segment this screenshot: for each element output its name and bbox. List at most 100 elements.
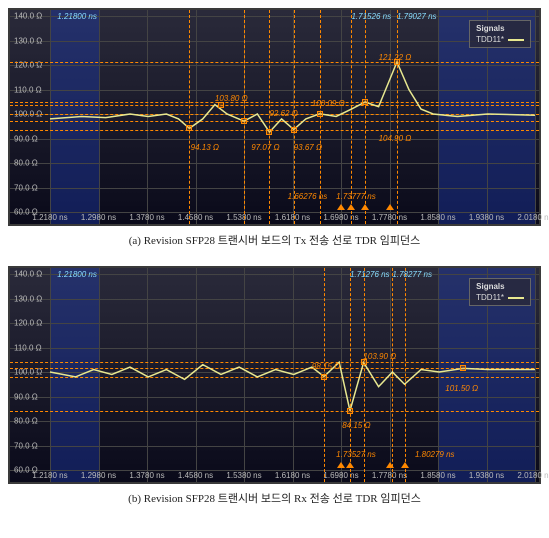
x-tick-label: 1.5380 ns — [226, 471, 261, 480]
marker-line-h — [10, 105, 539, 106]
grid-line — [99, 10, 100, 224]
grid-line — [10, 397, 539, 398]
chart-b-container: 1.2180 ns1.2980 ns1.3780 ns1.4580 ns1.53… — [8, 266, 541, 506]
x-tick-label: 1.6180 ns — [275, 471, 310, 480]
marker-label: 1.73777 ns — [336, 192, 376, 201]
time-label: 1.78277 ns — [392, 270, 432, 279]
x-tick-label: 1.7780 ns — [372, 471, 407, 480]
chart-a: 1.2180 ns1.2980 ns1.3780 ns1.4580 ns1.53… — [8, 8, 541, 226]
legend-title: Signals — [476, 282, 524, 291]
marker-label: 103.80 Ω — [215, 94, 248, 103]
marker-line-h — [10, 121, 539, 122]
grid-line — [10, 65, 539, 66]
y-tick-label: 90.0 Ω — [14, 392, 38, 401]
y-tick-label: 130.0 Ω — [14, 294, 42, 303]
grid-line — [196, 268, 197, 482]
marker-point — [321, 374, 327, 380]
marker-point — [266, 129, 272, 135]
y-tick-label: 140.0 Ω — [14, 12, 42, 21]
marker-point — [460, 365, 466, 371]
grid-line — [10, 421, 539, 422]
marker-label: 121.22 Ω — [379, 53, 412, 62]
grid-line — [10, 41, 539, 42]
triangle-marker — [346, 462, 354, 468]
grid-line — [390, 10, 391, 224]
blue-region — [50, 10, 99, 224]
x-tick-label: 1.6180 ns — [275, 213, 310, 222]
x-tick-label: 1.8580 ns — [420, 213, 455, 222]
triangle-marker — [347, 204, 355, 210]
y-tick-label: 130.0 Ω — [14, 36, 42, 45]
marker-line-h — [10, 411, 539, 412]
grid-line — [10, 163, 539, 164]
time-label: 1.21800 ns — [57, 270, 97, 279]
marker-point — [241, 118, 247, 124]
marker-label: 94.13 Ω — [191, 143, 219, 152]
y-tick-label: 60.0 Ω — [14, 466, 38, 475]
legend-swatch — [508, 297, 524, 299]
grid-line — [244, 268, 245, 482]
marker-label: 97.07 Ω — [251, 143, 279, 152]
marker-label: 93.67 Ω — [294, 143, 322, 152]
chart-a-container: 1.2180 ns1.2980 ns1.3780 ns1.4580 ns1.53… — [8, 8, 541, 248]
triangle-marker — [401, 462, 409, 468]
marker-line-v — [392, 268, 393, 482]
grid-line — [10, 348, 539, 349]
marker-line-h — [10, 102, 539, 103]
grid-line — [10, 323, 539, 324]
marker-line-h — [10, 62, 539, 63]
marker-label: 98.15 Ω — [312, 362, 340, 371]
time-label: 1.79027 ns — [397, 12, 437, 21]
grid-line — [50, 10, 51, 224]
y-tick-label: 70.0 Ω — [14, 441, 38, 450]
marker-label: 100.09 Ω — [312, 99, 345, 108]
x-tick-label: 1.3780 ns — [129, 213, 164, 222]
marker-point — [347, 408, 353, 414]
y-tick-label: 80.0 Ω — [14, 417, 38, 426]
x-tick-label: 1.6980 ns — [323, 213, 358, 222]
triangle-marker — [337, 462, 345, 468]
x-tick-label: 1.6980 ns — [323, 471, 358, 480]
marker-label: 1.80279 ns — [415, 450, 455, 459]
grid-line — [99, 268, 100, 482]
x-tick-label: 1.9380 ns — [469, 213, 504, 222]
grid-line — [10, 446, 539, 447]
legend-item: TDD11* — [476, 293, 524, 302]
x-tick-label: 1.7780 ns — [372, 213, 407, 222]
y-tick-label: 70.0 Ω — [14, 183, 38, 192]
triangle-marker — [337, 204, 345, 210]
marker-label: 84.15 Ω — [342, 421, 370, 430]
y-tick-label: 120.0 Ω — [14, 319, 42, 328]
marker-label: 1.66276 ns — [288, 192, 328, 201]
x-tick-label: 1.3780 ns — [129, 471, 164, 480]
y-tick-label: 140.0 Ω — [14, 270, 42, 279]
grid-line — [10, 90, 539, 91]
x-tick-label: 1.2980 ns — [81, 471, 116, 480]
marker-label: 101.50 Ω — [445, 384, 478, 393]
marker-line-h — [10, 377, 539, 378]
grid-line — [293, 268, 294, 482]
triangle-marker — [386, 462, 394, 468]
triangle-marker — [386, 204, 394, 210]
legend-title: Signals — [476, 24, 524, 33]
chart-b: 1.2180 ns1.2980 ns1.3780 ns1.4580 ns1.53… — [8, 266, 541, 484]
grid-line — [10, 139, 539, 140]
grid-line — [10, 188, 539, 189]
chart-b-caption: (b) Revision SFP28 트랜시버 보드의 Rx 전송 선로 TDR… — [8, 490, 541, 506]
grid-line — [535, 268, 536, 482]
y-tick-label: 110.0 Ω — [14, 85, 42, 94]
grid-line — [147, 10, 148, 224]
grid-line — [147, 268, 148, 482]
marker-line-v — [405, 268, 406, 482]
legend-swatch — [508, 39, 524, 41]
y-tick-label: 90.0 Ω — [14, 134, 38, 143]
x-tick-label: 1.4580 ns — [178, 471, 213, 480]
grid-line — [50, 268, 51, 482]
grid-line — [10, 470, 539, 471]
y-tick-label: 80.0 Ω — [14, 159, 38, 168]
legend-item: TDD11* — [476, 35, 524, 44]
grid-line — [390, 268, 391, 482]
grid-line — [10, 212, 539, 213]
marker-line-h — [10, 362, 539, 363]
marker-point — [291, 127, 297, 133]
